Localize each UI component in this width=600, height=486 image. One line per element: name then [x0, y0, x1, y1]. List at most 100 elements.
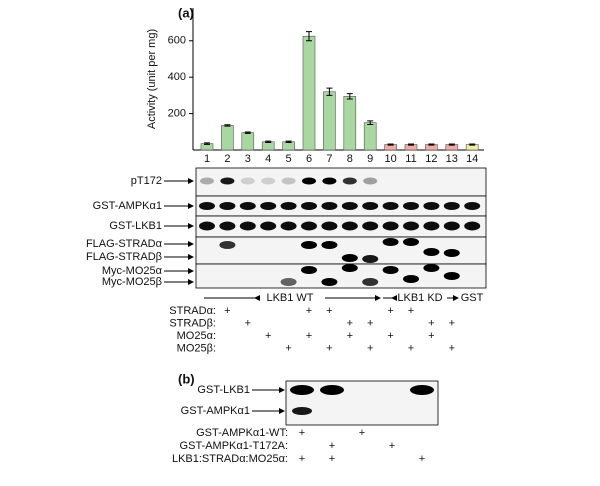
band [410, 385, 434, 395]
band [199, 202, 215, 210]
band [341, 221, 358, 231]
error-bar [224, 124, 231, 127]
y-axis-label: Activity (unit per mg) [146, 29, 158, 129]
band [301, 241, 317, 249]
band [443, 221, 460, 231]
plus: + [265, 330, 271, 342]
plus: + [428, 317, 434, 329]
plus: + [359, 427, 365, 439]
band [403, 238, 419, 246]
bar [282, 141, 295, 151]
band [261, 177, 276, 185]
band [403, 221, 419, 231]
band [321, 221, 338, 231]
plus: + [285, 342, 291, 354]
band [240, 177, 255, 185]
band [423, 264, 440, 272]
error-bar [408, 143, 414, 146]
band [363, 177, 378, 185]
error-bar [346, 93, 353, 100]
blot-label: pT172 [131, 175, 162, 187]
blot-label: Myc-MO25β [102, 276, 162, 288]
band [342, 177, 357, 185]
plus: + [224, 305, 230, 317]
panel-label: (a) [178, 5, 194, 20]
row-label: MO25β: [177, 342, 216, 354]
row-label: STRADα: [169, 305, 216, 317]
bar [221, 125, 234, 151]
error-bar [387, 143, 394, 146]
blot-label: FLAG-STRADα [86, 238, 163, 250]
bar [323, 91, 336, 151]
band [423, 248, 440, 256]
band [302, 177, 316, 185]
band [281, 177, 296, 185]
x-tick-label: 12 [425, 153, 437, 165]
band [199, 221, 215, 231]
band [443, 249, 460, 257]
x-tick-label: 10 [384, 153, 396, 165]
plus: + [299, 453, 305, 465]
band [260, 221, 277, 231]
band [464, 202, 481, 210]
band [301, 266, 317, 274]
band [200, 177, 214, 185]
band [464, 221, 481, 231]
band [403, 275, 419, 283]
x-tick-label: 6 [306, 153, 312, 165]
band [280, 202, 297, 210]
row-label: MO25α: [177, 330, 216, 342]
plus: + [326, 342, 332, 354]
x-tick-label: 4 [265, 153, 271, 165]
bar [343, 95, 357, 151]
blot-label: FLAG-STRADβ [86, 251, 162, 263]
plus: + [387, 330, 393, 342]
panel-label: (b) [178, 371, 195, 386]
plus: + [367, 317, 373, 329]
band [362, 278, 379, 286]
band [321, 202, 338, 210]
error-bar [285, 140, 292, 144]
x-tick-label: 9 [367, 153, 373, 165]
band [423, 202, 440, 210]
x-tick-label: 2 [224, 153, 230, 165]
bar [261, 141, 275, 151]
band [362, 255, 379, 263]
blot-label: GST-AMPKα1 [93, 200, 162, 212]
row-label: STRADβ: [169, 317, 216, 329]
band [362, 202, 379, 210]
error-bar [448, 143, 455, 146]
x-tick-label: 13 [446, 153, 458, 165]
error-bar [326, 87, 333, 96]
band [219, 241, 236, 249]
row-label: GST-AMPKα1-T172A: [180, 440, 288, 452]
plus: + [408, 342, 414, 354]
band [292, 407, 312, 415]
plus: + [329, 453, 335, 465]
band [280, 278, 297, 286]
plus: + [428, 330, 434, 342]
x-tick-label: 3 [245, 153, 251, 165]
x-tick-label: 14 [466, 153, 478, 165]
group-label: LKB1 WT [266, 292, 313, 304]
x-tick-label: 1 [204, 153, 210, 165]
band [290, 385, 314, 395]
band [382, 202, 399, 210]
group-label: LKB1 KD [397, 292, 442, 304]
error-bar [204, 142, 210, 145]
plus: + [347, 330, 353, 342]
row-label: LKB1:STRADα:MO25α: [172, 453, 288, 465]
band [382, 221, 399, 231]
y-tick-label: 200 [168, 107, 186, 119]
plus: + [326, 305, 332, 317]
band [239, 202, 256, 210]
band [219, 202, 236, 210]
plus: + [306, 305, 312, 317]
band [403, 202, 419, 210]
error-bar [428, 143, 435, 146]
band [362, 221, 379, 231]
band [341, 202, 358, 210]
plus: + [387, 305, 393, 317]
error-bar [306, 31, 312, 42]
band [423, 221, 440, 231]
